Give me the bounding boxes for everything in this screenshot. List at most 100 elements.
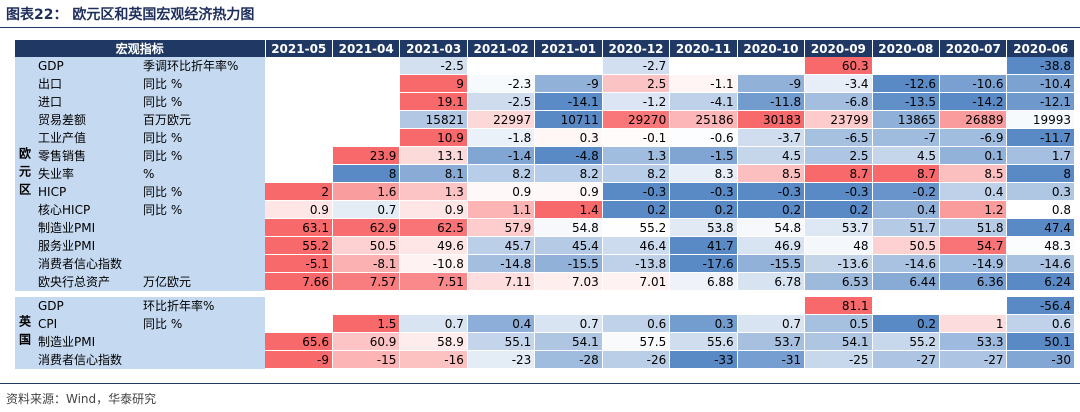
- value-cell: -13.5: [872, 92, 941, 111]
- value-cell: [399, 297, 468, 315]
- value-cell: 55.2: [602, 218, 671, 237]
- value-cell: 0.9: [467, 182, 536, 201]
- data-row: 消费者信心指数 -5.1 -8.1 -10.8 -14.8 -15.5 -13.8 -17.6…: [15, 254, 1075, 273]
- value-cell: 0.9: [534, 182, 603, 201]
- value-cell: 51.7: [872, 218, 941, 237]
- value-cell: [939, 57, 1008, 75]
- value-cell: [265, 314, 333, 333]
- value-cell: 0.3: [534, 128, 603, 147]
- value-cell: -6.9: [939, 128, 1008, 147]
- column-header: 2020-09: [804, 40, 873, 57]
- column-header: 2021-01: [534, 40, 603, 57]
- value-cell: -2.5: [467, 92, 536, 111]
- column-header: 2020-12: [602, 40, 671, 57]
- value-cell: 13.1: [399, 146, 468, 165]
- heatmap-table: 宏观指标 2021-05 2021-04 2021-03 2021-02 2021-01 2…: [15, 40, 1075, 369]
- value-cell: 55.2: [265, 236, 333, 255]
- value-cell: 55.2: [872, 332, 941, 351]
- region-label: 英国: [15, 297, 35, 369]
- value-cell: 0.6: [1006, 314, 1075, 333]
- value-cell: -10.6: [939, 74, 1008, 93]
- value-cell: -31: [737, 350, 806, 369]
- indicator-name: 消费者信心指数: [35, 254, 140, 273]
- value-cell: -0.3: [602, 182, 671, 201]
- value-cell: 0.7: [332, 200, 401, 219]
- indicator-name: 欧央行总资产: [35, 272, 140, 291]
- value-cell: -0.3: [804, 182, 873, 201]
- rule: [0, 383, 1080, 384]
- value-cell: 62.9: [332, 218, 401, 237]
- indicator-unit: 同比 %: [140, 92, 265, 111]
- value-cell: -1.1: [669, 74, 738, 93]
- value-cell: 6.53: [804, 272, 873, 291]
- value-cell: 19.1: [399, 92, 468, 111]
- value-cell: -13.8: [602, 254, 671, 273]
- source: 资料来源：Wind，华泰研究: [6, 392, 157, 406]
- value-cell: 2.5: [602, 74, 671, 93]
- value-cell: -1.5: [669, 146, 738, 165]
- indicator-name: 出口: [35, 74, 140, 93]
- value-cell: -1.2: [602, 92, 671, 111]
- value-cell: 7.66: [265, 272, 333, 291]
- value-cell: [669, 297, 738, 315]
- value-cell: 50.1: [1006, 332, 1075, 351]
- value-cell: -23: [467, 350, 536, 369]
- value-cell: [265, 74, 333, 93]
- value-cell: -10.4: [1006, 74, 1075, 93]
- value-cell: [332, 297, 401, 315]
- value-cell: 8: [1006, 164, 1075, 183]
- indicator-name: 核心HICP: [35, 200, 140, 219]
- indicator-unit: 万亿欧元: [140, 272, 265, 291]
- data-row: 进口 同比 % 19.1 -2.5 -14.1 -1.2 -4.1 -11.8 -6.8 -13.…: [15, 92, 1075, 111]
- indicator-name: HICP: [35, 182, 140, 201]
- value-cell: -11.8: [737, 92, 806, 111]
- indicator-name: 贸易差额: [35, 110, 140, 129]
- value-cell: 0.2: [669, 200, 738, 219]
- value-cell: 8.2: [602, 164, 671, 183]
- value-cell: 1.4: [534, 200, 603, 219]
- value-cell: [467, 297, 536, 315]
- value-cell: -6.8: [804, 92, 873, 111]
- value-cell: 7.51: [399, 272, 468, 291]
- value-cell: -13.6: [804, 254, 873, 273]
- value-cell: [467, 57, 536, 75]
- value-cell: 0.5: [804, 314, 873, 333]
- value-cell: -0.3: [669, 182, 738, 201]
- value-cell: -16: [399, 350, 468, 369]
- value-cell: 50.5: [332, 236, 401, 255]
- data-row: 出口 同比 % 9 -2.3 -9 2.5 -1.1 -9 -3.4 -12.6 -10.6 -10.…: [15, 74, 1075, 93]
- value-cell: 6.88: [669, 272, 738, 291]
- indicator-unit: 同比 %: [140, 314, 265, 333]
- column-header: 2020-11: [669, 40, 738, 57]
- value-cell: 0.3: [669, 314, 738, 333]
- value-cell: -14.2: [939, 92, 1008, 111]
- value-cell: [265, 164, 333, 183]
- value-cell: [534, 297, 603, 315]
- value-cell: -9: [737, 74, 806, 93]
- value-cell: 6.78: [737, 272, 806, 291]
- data-row: 制造业PMI 63.1 62.9 62.5 57.9 54.8 55.2 53.8 54.8 53…: [15, 218, 1075, 237]
- value-cell: 0.8: [1006, 200, 1075, 219]
- value-cell: -4.8: [534, 146, 603, 165]
- indicator-name: GDP: [35, 297, 140, 315]
- data-row: 零售销售 同比 % 23.9 13.1 -1.4 -4.8 1.3 -1.5 4.5 2.5 4.5…: [15, 146, 1075, 165]
- value-cell: 1.3: [602, 146, 671, 165]
- value-cell: -26: [602, 350, 671, 369]
- column-header: 2020-07: [939, 40, 1008, 57]
- value-cell: 8: [332, 164, 401, 183]
- value-cell: -56.4: [1006, 297, 1075, 315]
- indicator-unit: [140, 332, 265, 351]
- value-cell: [939, 297, 1008, 315]
- value-cell: -9: [265, 350, 333, 369]
- value-cell: [737, 57, 806, 75]
- indicator-unit: [140, 254, 265, 273]
- value-cell: 53.7: [804, 218, 873, 237]
- value-cell: 8.7: [872, 164, 941, 183]
- value-cell: 4.5: [737, 146, 806, 165]
- indicator-unit: [140, 236, 265, 255]
- value-cell: -14.6: [872, 254, 941, 273]
- value-cell: 46.9: [737, 236, 806, 255]
- value-cell: 25186: [669, 110, 738, 129]
- indicator-unit: 百万欧元: [140, 110, 265, 129]
